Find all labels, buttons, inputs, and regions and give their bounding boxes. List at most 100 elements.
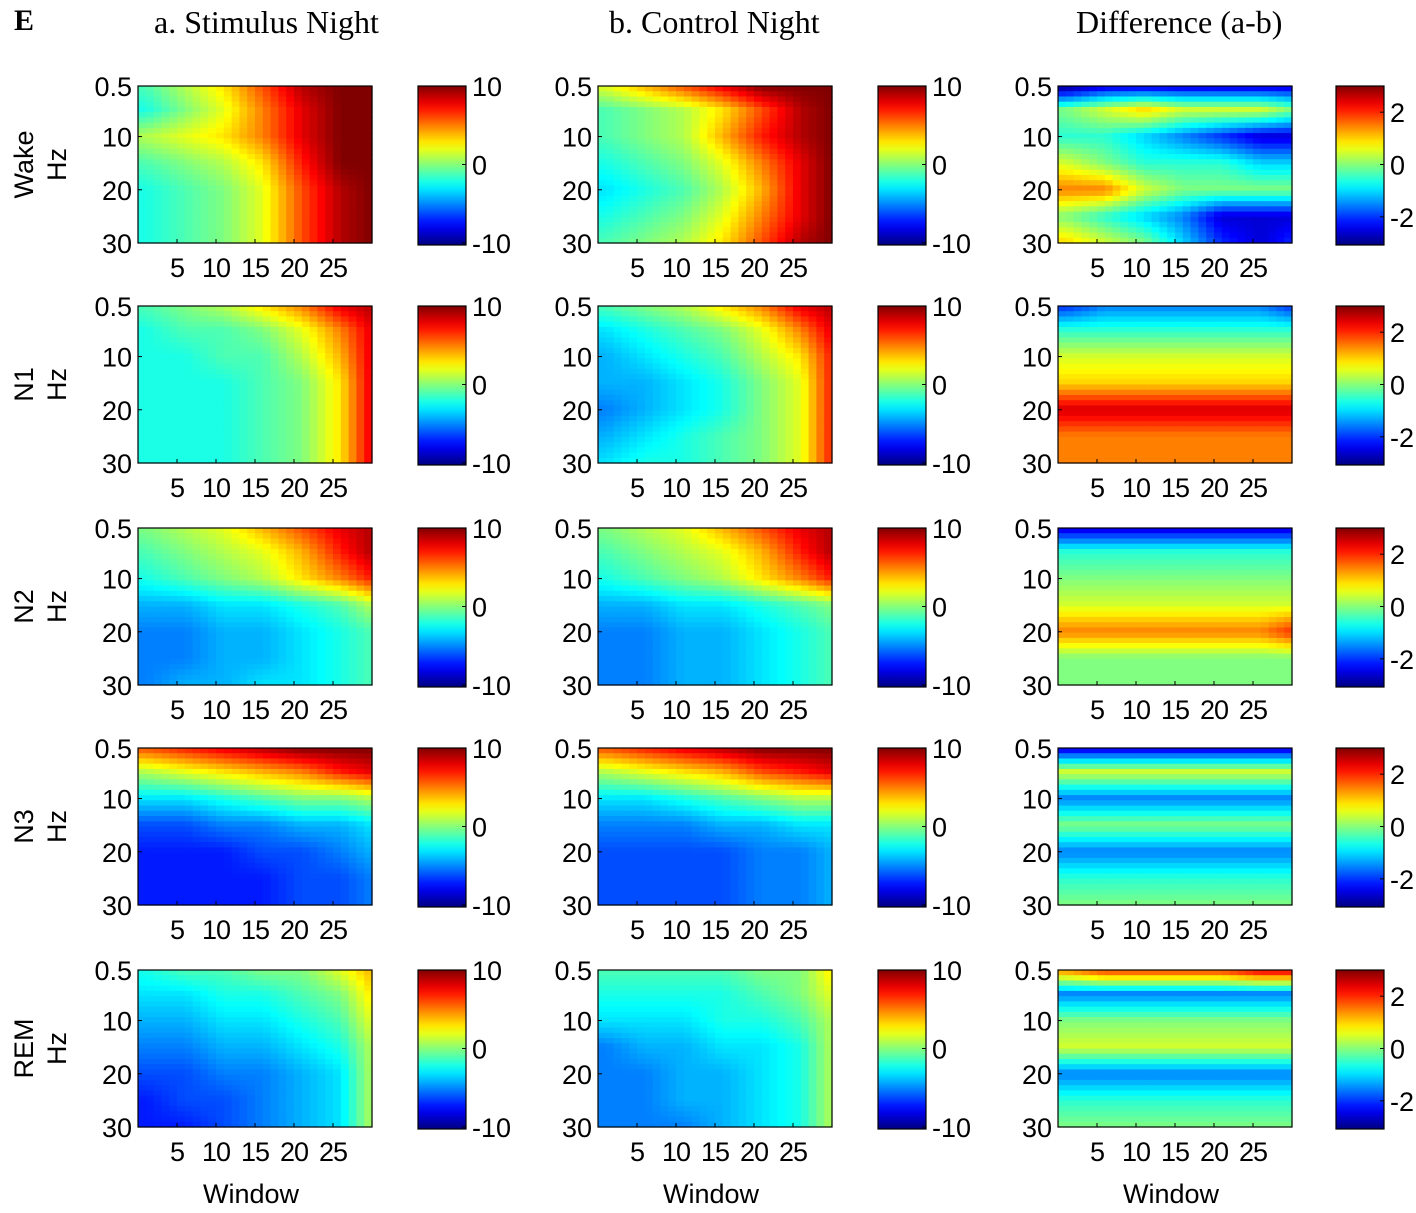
heatmap-cell (730, 421, 739, 427)
heatmap-cell (660, 154, 669, 160)
heatmap-cell (1097, 237, 1106, 244)
heatmap-cell (223, 358, 233, 365)
heatmap-cell (208, 457, 217, 464)
heatmap-cell (605, 431, 615, 438)
heatmap-cell (715, 201, 724, 207)
heatmap-cell (169, 306, 178, 312)
heatmap-cell (216, 91, 225, 98)
heatmap-cell (278, 122, 287, 129)
heatmap-cell (1253, 138, 1262, 145)
heatmap-cell (1175, 86, 1184, 92)
heatmap-cell (1237, 91, 1246, 98)
heatmap-cell (598, 431, 607, 438)
heatmap-cell (1073, 306, 1082, 312)
heatmap-cell (184, 159, 194, 166)
heatmap-cell (598, 180, 607, 187)
heatmap-cell (676, 133, 685, 139)
heatmap-cell (707, 222, 716, 228)
heatmap-cell (138, 337, 147, 344)
heatmap-cell (668, 237, 677, 244)
heatmap-cell (231, 442, 240, 448)
heatmap-cell (169, 363, 178, 370)
heatmap-cell (231, 133, 240, 139)
heatmap-cell (1229, 86, 1238, 92)
heatmap-cell (192, 185, 201, 192)
heatmap-cell (1206, 190, 1215, 197)
heatmap-cell (239, 138, 248, 145)
heatmap-cell (1182, 363, 1192, 370)
heatmap-cell (1120, 86, 1129, 92)
heatmap-cell (255, 358, 264, 365)
heatmap-cell (325, 138, 334, 145)
heatmap-cell (605, 400, 615, 407)
heatmap-cell (184, 211, 194, 218)
heatmap-cell (1159, 326, 1168, 333)
heatmap-cell (153, 342, 162, 349)
heatmap-cell (1089, 106, 1098, 113)
heatmap-cell (223, 180, 233, 187)
heatmap-cell (1058, 206, 1067, 213)
heatmap-cell (262, 415, 272, 422)
heatmap-cell (613, 227, 622, 234)
heatmap-cell (223, 306, 233, 312)
heatmap-cell (169, 117, 178, 124)
heatmap-cell (294, 436, 303, 443)
heatmap-cell (769, 232, 778, 239)
heatmap-cell (340, 91, 350, 98)
heatmap-cell (652, 86, 661, 92)
heatmap-cell (138, 405, 147, 412)
heatmap-cell (605, 326, 615, 333)
heatmap-cell (621, 190, 630, 197)
heatmap-cell (816, 353, 825, 359)
heatmap-cell (605, 211, 615, 218)
heatmap-cell (816, 321, 825, 328)
heatmap-cell (153, 321, 162, 328)
heatmap-cell (691, 190, 700, 197)
heatmap-cell (208, 379, 217, 386)
heatmap-cell (1167, 311, 1176, 318)
heatmap-cell (1065, 117, 1075, 124)
heatmap-cell (707, 389, 716, 396)
heatmap-cell (785, 185, 794, 192)
heatmap-cell (301, 148, 311, 155)
heatmap-cell (1175, 316, 1184, 323)
heatmap-cell (652, 342, 661, 349)
heatmap-cell (325, 431, 334, 438)
heatmap-cell (1260, 342, 1270, 349)
heatmap-cell (1128, 164, 1137, 171)
heatmap-cell (637, 201, 646, 207)
heatmap-cell (824, 421, 833, 427)
heatmap-cell (1182, 237, 1192, 244)
heatmap-cell (153, 410, 162, 417)
heatmap-cell (239, 211, 248, 218)
heatmap-cell (691, 201, 700, 207)
heatmap-cell (683, 138, 693, 145)
heatmap-cell (200, 311, 209, 318)
heatmap-cell (200, 91, 209, 98)
heatmap-cell (730, 190, 739, 197)
heatmap-cell (1229, 122, 1238, 129)
heatmap-cell (1112, 154, 1121, 160)
heatmap-cell (247, 122, 256, 129)
heatmap-cell (1190, 316, 1199, 323)
heatmap-cell (348, 452, 357, 459)
heatmap-cell (286, 379, 295, 386)
heatmap-cell (644, 232, 654, 239)
heatmap-cell (613, 91, 622, 98)
heatmap-cell (364, 363, 373, 370)
heatmap-cell (699, 174, 708, 181)
heatmap-cell (800, 321, 810, 328)
heatmap-cell (722, 353, 732, 359)
heatmap-cell (1182, 112, 1192, 118)
heatmap-cell (294, 148, 303, 155)
heatmap-cell (777, 164, 786, 171)
heatmap-cell (1167, 112, 1176, 118)
heatmap-cell (715, 227, 724, 234)
heatmap-cell (699, 368, 708, 375)
heatmap-cell (184, 154, 194, 160)
heatmap-cell (793, 174, 802, 181)
heatmap-cell (278, 374, 287, 380)
heatmap-cell (1143, 326, 1153, 333)
heatmap-cell (1221, 190, 1231, 197)
heatmap-cell (691, 91, 700, 98)
